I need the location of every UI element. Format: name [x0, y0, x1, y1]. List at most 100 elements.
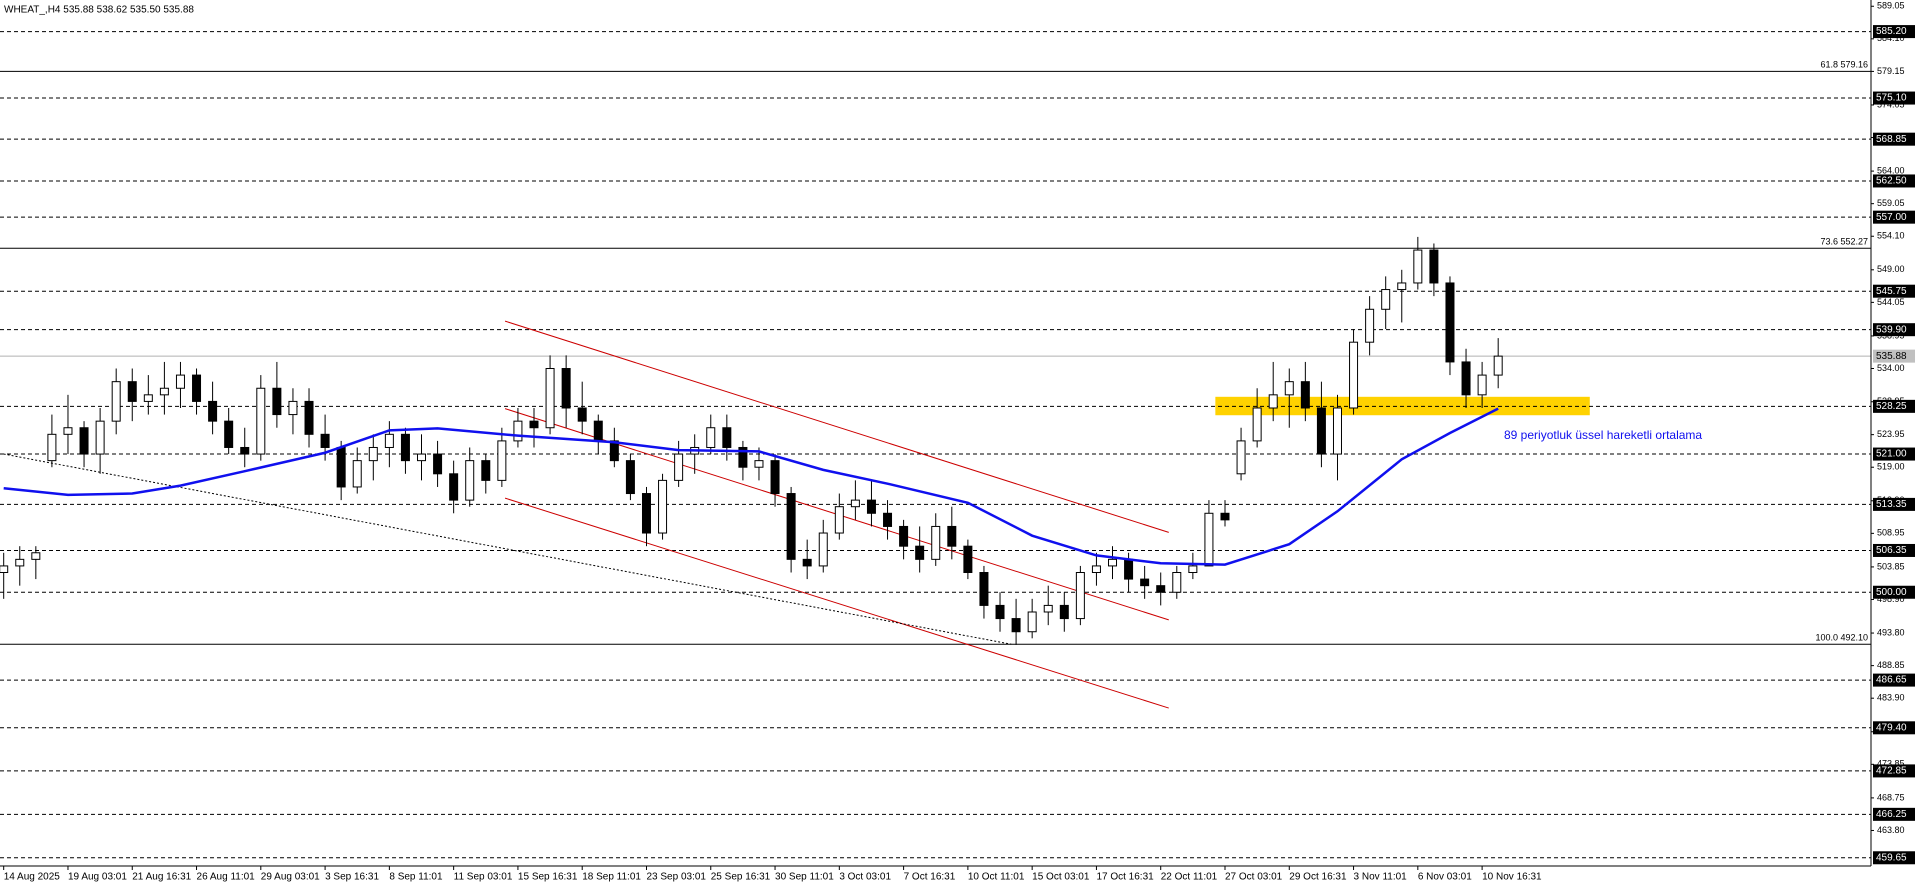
candle-body — [1493, 355, 1503, 376]
candle-body — [1059, 604, 1069, 620]
x-tick-label: 18 Sep 11:01 — [582, 872, 641, 883]
candle-body — [175, 374, 185, 389]
x-tick-label: 25 Sep 16:31 — [711, 872, 771, 883]
y-tick-label: 579.15 — [1877, 66, 1905, 76]
candle-body — [224, 420, 234, 448]
level-label: 545.75 — [1876, 286, 1907, 297]
candle-body — [47, 433, 57, 462]
candle-body — [513, 420, 523, 442]
candle-body — [1413, 249, 1423, 284]
candle-body — [1043, 604, 1053, 613]
candle-body — [481, 460, 491, 481]
candle-body — [1140, 578, 1150, 587]
y-tick-label: 473.85 — [1877, 759, 1905, 769]
candle-body — [304, 400, 314, 435]
candle-body — [417, 453, 427, 462]
candle-body — [15, 558, 25, 567]
level-label-box — [1873, 447, 1915, 461]
y-tick-label: 488.85 — [1877, 660, 1905, 670]
level-label-box — [1873, 851, 1915, 865]
ema-label: 89 periyotluk üssel hareketli ortalama — [1504, 428, 1702, 442]
level-label-box — [1873, 323, 1915, 337]
candle-body — [545, 368, 555, 429]
candle-body — [883, 512, 893, 527]
candle-body — [1381, 289, 1391, 310]
x-tick-label: 29 Aug 03:01 — [261, 872, 320, 883]
candle-body — [400, 433, 410, 462]
x-tick-label: 29 Oct 16:31 — [1289, 872, 1347, 883]
candle-body — [1108, 558, 1118, 567]
candle-body — [963, 545, 973, 574]
candle-body — [1091, 565, 1101, 574]
level-label: 557.00 — [1876, 212, 1907, 223]
candle-body — [1349, 341, 1359, 409]
candle-body — [1188, 565, 1198, 574]
candle-body — [1477, 374, 1487, 396]
x-tick-label: 3 Sep 16:31 — [325, 872, 379, 883]
level-label-box — [1873, 91, 1915, 105]
last-price-box — [1873, 349, 1915, 363]
level-label-box — [1873, 210, 1915, 224]
x-tick-label: 10 Oct 11:01 — [968, 872, 1025, 883]
candle-body — [288, 400, 298, 416]
candle-body — [272, 387, 282, 416]
candle-body — [256, 387, 266, 455]
y-tick-label: 584.10 — [1877, 33, 1905, 43]
level-label-box — [1873, 721, 1915, 735]
candle-body — [352, 460, 362, 488]
candle-body — [947, 525, 957, 547]
candle-body — [1027, 611, 1037, 633]
trendline — [504, 320, 1169, 533]
x-tick-label: 21 Aug 16:31 — [132, 872, 191, 883]
level-label: 539.90 — [1876, 324, 1907, 335]
candle-body — [625, 460, 635, 495]
fib-label: 100.0 492.10 — [1815, 633, 1868, 643]
candle-body — [674, 453, 684, 481]
candle-body — [722, 427, 732, 448]
level-label: 521.00 — [1876, 449, 1907, 460]
x-tick-label: 15 Sep 16:31 — [518, 872, 578, 883]
x-tick-label: 11 Sep 03:01 — [454, 872, 513, 883]
candle-body — [1268, 394, 1278, 409]
level-label-box — [1873, 132, 1915, 146]
candle-body — [1316, 407, 1326, 455]
candle-body — [786, 493, 796, 560]
candle-body — [658, 479, 668, 534]
level-label-box — [1873, 585, 1915, 599]
level-label: 528.25 — [1876, 401, 1907, 412]
candle-body — [1156, 585, 1166, 593]
candle-body — [979, 572, 989, 606]
candle-body — [0, 565, 9, 574]
candle-body — [818, 532, 828, 567]
candle-body — [1332, 407, 1342, 455]
candle-body — [834, 506, 844, 534]
candle-body — [368, 446, 378, 462]
candle-body — [641, 493, 651, 534]
candle-body — [802, 558, 812, 567]
candle-body — [320, 433, 330, 448]
level-label-box — [1873, 284, 1915, 298]
candle-body — [143, 394, 153, 402]
y-tick-label: 468.75 — [1877, 792, 1905, 802]
level-label: 466.25 — [1876, 809, 1907, 820]
candle-body — [1236, 440, 1246, 475]
candle-body — [127, 381, 137, 402]
candle-body — [79, 427, 89, 455]
candle-body — [1220, 512, 1230, 521]
y-tick-label: 564.00 — [1877, 165, 1905, 175]
level-label: 506.35 — [1876, 545, 1907, 556]
candle-body — [850, 499, 860, 508]
candle-body — [931, 525, 941, 560]
candle-body — [1011, 618, 1021, 633]
candle-body — [1429, 249, 1439, 284]
candle-body — [1365, 308, 1375, 343]
level-label: 575.10 — [1876, 93, 1907, 104]
candle-body — [192, 374, 202, 402]
candle-body — [561, 368, 571, 409]
level-label: 459.65 — [1876, 852, 1907, 863]
y-tick-label: 503.85 — [1877, 561, 1905, 571]
candle-body — [240, 446, 250, 455]
candle-body — [1124, 558, 1134, 580]
